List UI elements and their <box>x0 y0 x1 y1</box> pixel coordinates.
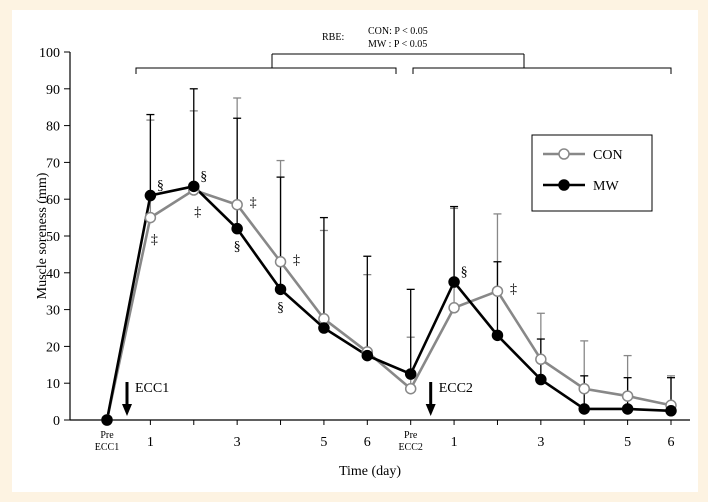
mw-significance-marker: § <box>157 179 164 194</box>
data-point-con <box>621 390 634 402</box>
x-axis-title: Time (day) <box>339 464 401 479</box>
legend-label-mw: MW <box>593 179 619 194</box>
mw-significance-marker: § <box>234 240 241 255</box>
data-point-con <box>144 211 157 224</box>
con-significance-marker: ‡ <box>151 233 158 248</box>
data-point-mw <box>404 368 417 380</box>
con-significance-marker: ‡ <box>510 282 517 297</box>
data-point-con <box>535 353 547 366</box>
y-tick-label: 80 <box>46 120 60 135</box>
rbe-label: RBE: <box>322 32 344 43</box>
y-tick-label: 10 <box>46 377 60 392</box>
x-tick-label: 6 <box>668 435 675 450</box>
x-tick-label: 1 <box>451 435 458 450</box>
y-tick-label: 90 <box>46 83 60 98</box>
mw-significance-marker: § <box>200 169 207 184</box>
rbe-bracket-left <box>135 67 397 74</box>
mw-significance-marker: § <box>461 265 468 280</box>
con-significance-marker: ‡ <box>293 253 300 268</box>
x-tick-label: ECC2 <box>398 442 422 453</box>
legend-marker-con <box>558 148 570 160</box>
y-tick-label: 40 <box>46 267 60 282</box>
data-point-con <box>274 256 287 268</box>
con-significance-marker: ‡ <box>250 196 257 211</box>
legend-box <box>531 134 653 212</box>
data-point-mw <box>665 405 677 417</box>
data-point-con <box>231 198 243 211</box>
y-tick-label: 20 <box>46 340 60 355</box>
rbe-con-text: CON: P < 0.05 <box>368 26 428 37</box>
mw-significance-marker: § <box>277 300 284 315</box>
series-line-mw <box>105 184 672 421</box>
ecc1-arrow-head <box>122 404 132 416</box>
x-tick-label: 3 <box>234 435 241 450</box>
legend-label-con: CON <box>593 148 623 163</box>
y-tick-label: 60 <box>46 193 60 208</box>
data-point-mw <box>621 403 634 415</box>
x-tick-label: ECC1 <box>95 442 119 453</box>
data-point-con <box>578 382 590 395</box>
y-axis-title: Muscle soreness (mm) <box>35 172 50 299</box>
data-point-mw <box>188 180 200 193</box>
data-point-mw <box>361 349 374 362</box>
data-point-con <box>448 302 460 314</box>
y-tick-label: 50 <box>46 230 60 245</box>
x-tick-label: Pre <box>404 430 418 441</box>
data-point-mw <box>578 403 590 415</box>
x-tick-label: 5 <box>624 435 631 450</box>
data-point-mw <box>231 222 243 235</box>
x-tick-label: 6 <box>364 435 371 450</box>
rbe-bracket-right <box>412 67 672 74</box>
ecc2-arrow-head <box>425 404 436 416</box>
data-point-mw <box>101 414 113 426</box>
x-tick-label: 5 <box>320 435 327 450</box>
data-point-mw <box>535 373 547 386</box>
legend-marker-mw <box>558 179 570 191</box>
y-tick-label: 0 <box>53 414 60 429</box>
x-tick-label: 3 <box>537 435 544 450</box>
x-tick-label: 1 <box>147 435 154 450</box>
data-point-mw <box>491 329 504 342</box>
y-tick-label: 30 <box>46 304 60 319</box>
data-point-mw <box>144 189 157 202</box>
data-point-con <box>491 285 504 297</box>
y-tick-label: 100 <box>39 46 60 61</box>
x-tick-label: Pre <box>100 430 114 441</box>
data-point-mw <box>274 283 287 296</box>
rbe-mw-text: MW : P < 0.05 <box>368 39 427 50</box>
y-tick-label: 70 <box>46 156 60 171</box>
data-point-mw <box>448 276 460 288</box>
data-point-con <box>404 382 417 395</box>
ecc1-label: ECC1 <box>135 381 169 396</box>
con-significance-marker: ‡ <box>194 205 201 220</box>
data-point-mw <box>318 322 330 334</box>
ecc2-label: ECC2 <box>439 381 473 396</box>
